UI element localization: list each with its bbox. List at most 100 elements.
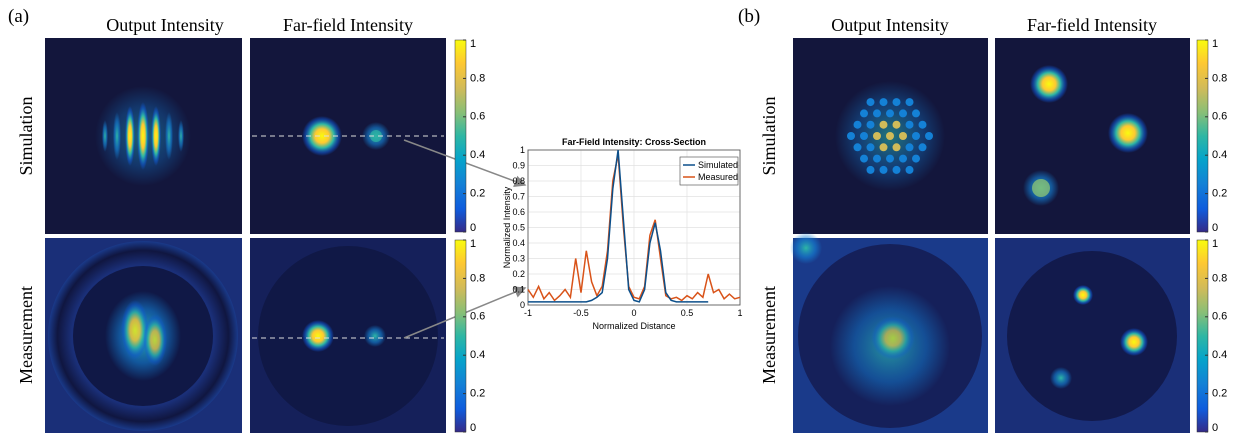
panel-label: (b) [738,6,760,27]
image-panel [793,38,988,234]
colorbar-tick-label: 0.4 [1212,349,1227,361]
column-header: Far-field Intensity [1027,15,1157,35]
colorbar-tick-label: 0.8 [470,272,485,284]
column-header: Output Intensity [831,15,949,35]
lattice-spot [886,109,894,118]
image-panel [250,38,446,234]
colorbar [1196,239,1209,433]
y-tick-label: 0.3 [512,254,525,264]
plot-frame [527,149,741,306]
colorbar-tick-label: 0.6 [1212,311,1227,323]
colorbar-tick-label: 0.6 [470,111,485,123]
lattice-spot [892,98,901,107]
row-header: Measurement [16,286,36,384]
lattice-spot [853,120,862,129]
lattice-spot [912,132,920,140]
colorbar-tick-label: 0.4 [1212,149,1227,161]
lattice-spot [847,132,855,140]
column-header: Far-field Intensity [283,15,413,35]
lattice-spot [899,132,907,140]
y-tick-label: 0.6 [512,207,525,217]
lattice-spot [866,120,875,129]
lattice-spot [912,154,920,163]
y-axis-label: Normalized Intensity [502,186,512,268]
lattice-spot [918,143,927,152]
lattice-spot [905,120,914,129]
cross-section-chart: 0 0.1 0.2 0.3 0.4 0.5 0.6 0.7 0.8 0.9 1 -1 -0.5 0 0.5 1… [502,137,743,331]
colorbar-tick-label: 0.8 [470,72,485,84]
y-tick-label: 0.4 [512,238,525,248]
lattice-spot [905,143,914,152]
lattice-spot [899,109,907,118]
y-tick-label: 0.2 [512,269,525,279]
x-tick-label: -0.5 [573,308,589,318]
colorbar-tick-label: 1 [1212,38,1218,50]
row-header: Measurement [759,286,779,384]
legend-label: Simulated [698,160,738,170]
lattice-spot [873,132,881,140]
lattice-spot [918,120,927,129]
y-tick-label: 0.5 [512,223,525,233]
line [528,149,709,303]
y-tick-label: 0.9 [512,161,525,171]
colorbar-tick-label: 0.6 [1212,111,1227,123]
lattice-spot [892,165,901,174]
image-panel [45,38,242,234]
colorbar-tick-label: 0.4 [470,149,485,161]
colorbar [454,39,467,233]
image-panel [250,238,446,433]
lattice-spot [873,109,881,118]
x-tick-label: 0.5 [681,308,694,318]
x-axis-label: Normalized Distance [592,321,675,331]
colorbar-tick-label: 1 [470,38,476,50]
colorbar-tick-label: 0.2 [470,188,485,200]
panel-label: (a) [8,6,29,27]
colorbar-tick-label: 0 [470,222,476,234]
lattice-spot [866,98,875,107]
colorbar [454,239,467,433]
colorbar-tick-label: 1 [1212,238,1218,250]
colorbar-tick-label: 0.8 [1212,72,1227,84]
x-tick-label: 0 [631,308,636,318]
lattice-spot [866,165,875,174]
lattice-spot [925,132,933,140]
x-tick-label: -1 [524,308,532,318]
lattice-spot [879,165,888,174]
lattice-spot [860,109,868,118]
colorbar-tick-label: 0.2 [1212,188,1227,200]
row-header: Simulation [759,96,779,175]
lattice-spot [860,154,868,163]
lattice-spot [886,132,894,140]
column-header: Output Intensity [106,15,224,35]
colorbar-tick-label: 0.6 [470,311,485,323]
y-tick-label: 1 [520,145,525,155]
lattice-spot [899,154,907,163]
lattice-spot [905,165,914,174]
lattice-spot [866,143,875,152]
lattice-spot [905,98,914,107]
lattice-spot [879,98,888,107]
colorbar-tick-label: 0.8 [1212,272,1227,284]
image-panel [995,238,1190,433]
colorbar [1196,39,1209,233]
lattice-spot [860,132,868,140]
lattice-spot [892,143,901,152]
colorbar-tick-label: 0.2 [470,388,485,400]
colorbar-tick-label: 0.2 [1212,388,1227,400]
lattice-spot [879,120,888,129]
chart-title: Far-Field Intensity: Cross-Section [562,137,706,147]
y-tick-label: 0.8 [512,176,525,186]
row-header: Simulation [16,96,36,175]
legend [679,156,739,186]
colorbar-tick-label: 0 [470,422,476,433]
x-tick-label: 1 [737,308,742,318]
y-tick-label: 0 [520,300,525,310]
y-tick-label: 0.7 [512,192,525,202]
image-panel [45,238,242,433]
lattice-spot [912,109,920,118]
lattice-spot [886,154,894,163]
y-tick-label: 0.1 [512,285,525,295]
lattice-spot [892,120,901,129]
colorbar-tick-label: 0 [1212,422,1218,433]
